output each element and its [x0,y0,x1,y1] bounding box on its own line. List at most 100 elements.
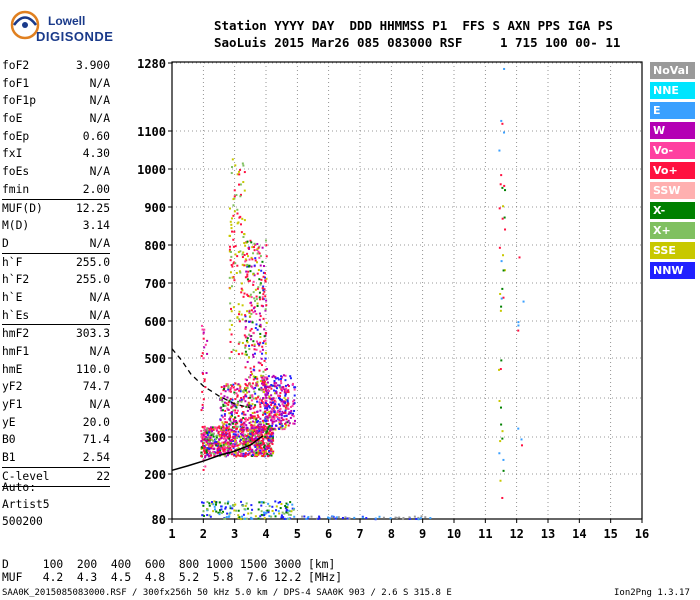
echo-point [225,439,228,442]
echo-point [224,437,227,440]
echo-point [293,515,296,518]
echo-point [254,259,257,262]
echo-point [245,440,248,443]
echo-point [278,419,281,422]
legend-item-w: W [650,122,695,139]
echo-point [268,424,271,427]
echo-point [253,376,256,379]
echo-point [239,195,242,198]
echo-point [280,514,283,517]
echo-point [227,442,230,445]
echo-point [246,337,249,340]
echo-point [227,401,230,404]
echo-point [251,517,254,520]
echo-point [230,172,233,175]
echo-point [257,451,260,454]
echo-point [261,380,264,383]
echo-point [242,416,245,419]
echo-point [253,454,256,457]
param-label: M(D) [2,219,30,233]
echo-point [346,517,349,520]
echo-point [232,444,235,447]
scaled-parameters-panel: foF2 3.900 foF1 N/A foF1p N/A foE N/A foEp 0.60 fx… [2,57,110,487]
echo-point [263,384,266,387]
echo-point [240,405,243,408]
echo-point [224,454,227,457]
echo-point [234,398,237,401]
echo-point [229,436,232,439]
echo-point [246,386,249,389]
echo-point [214,451,217,454]
echo-point [227,515,230,518]
echo-point [266,427,269,430]
echo-point [270,433,273,436]
echo-point [257,447,260,450]
echo-point [279,420,282,423]
echo-point [266,407,269,410]
echo-point [269,452,272,455]
echo-point [264,309,267,312]
echo-point [220,435,223,438]
echo-point [237,342,240,345]
echo-point [274,500,277,503]
echo-point [220,508,223,511]
echo-point [274,400,277,403]
echo-point [251,429,254,432]
echo-point [201,446,204,449]
echo-point [255,425,258,428]
echo-point [220,433,223,436]
legend-item-ssw: SSW [650,182,695,199]
echo-point [264,308,267,311]
echo-point [230,223,233,226]
echo-point [256,377,259,380]
echo-point [218,438,221,441]
echo-point [522,300,525,303]
echo-point [238,341,241,344]
echo-point [382,516,385,519]
echo-point [252,291,255,294]
echo-point [305,517,308,520]
echo-point [259,264,262,267]
param-row-d: D N/A [2,235,110,253]
param-row-yf1: yF1 N/A [2,396,110,414]
echo-point [244,452,247,455]
echo-point [239,429,242,432]
separator [2,324,110,326]
y-tick-label: 600 [144,315,166,329]
echo-point [201,514,204,517]
echo-point [247,405,250,408]
echo-point [287,509,290,512]
echo-cluster [262,374,297,428]
echo-point [265,419,268,422]
echo-point [222,448,225,451]
echo-point [282,516,285,519]
echo-point [251,453,254,456]
echo-point [500,119,503,122]
echo-point [288,518,291,521]
echo-point [200,409,203,412]
echo-point [241,431,244,434]
echo-point [257,434,260,437]
echo-point [269,397,272,400]
echo-point [220,444,223,447]
echo-point [256,421,259,424]
echo-point [261,436,264,439]
echo-point [274,515,277,518]
echo-point [293,422,296,425]
echo-point [223,429,226,432]
echo-point [503,216,506,219]
echo-point [254,404,257,407]
echo-point [203,328,206,331]
echo-point [279,426,282,429]
echo-point [262,449,265,452]
echo-point [239,450,242,453]
echo-point [268,385,271,388]
echo-point [229,340,232,343]
param-label: h`F [2,255,23,269]
echo-point [227,385,230,388]
echo-point [257,444,260,447]
echo-point [286,404,289,407]
echo-point [498,399,501,402]
echo-point [258,434,261,437]
echo-point [234,430,237,433]
